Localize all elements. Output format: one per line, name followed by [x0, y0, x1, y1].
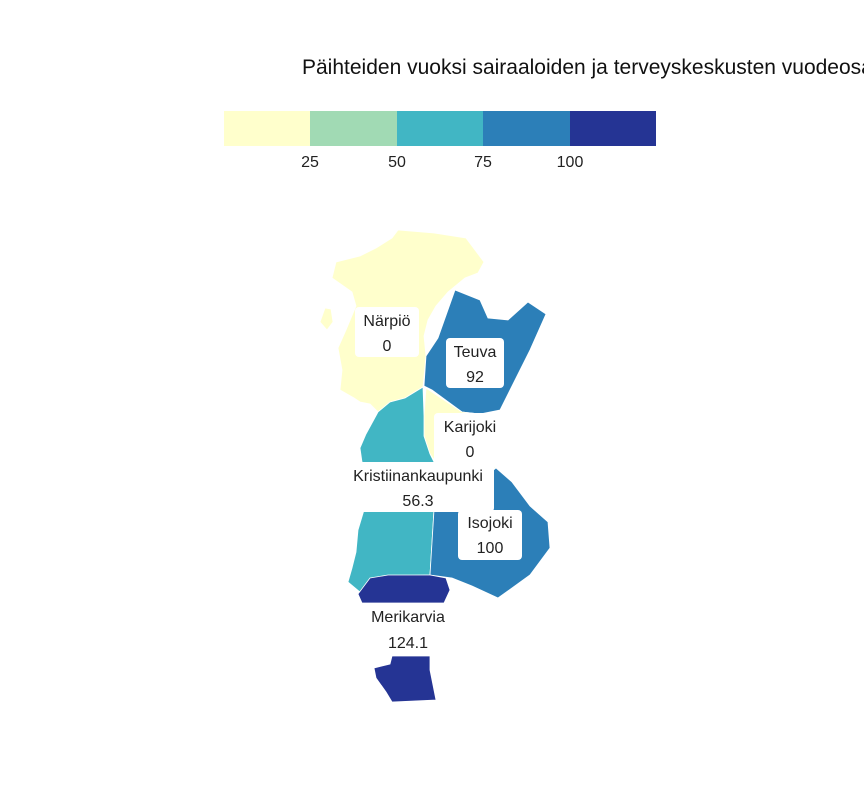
legend-tick-50: 50 [388, 154, 406, 171]
label-value-isojoki: 100 [477, 540, 504, 557]
label-value-karijoki: 0 [466, 444, 475, 461]
label-value-teuva: 92 [466, 369, 484, 386]
region-merikarvia[interactable] [357, 574, 451, 604]
legend-swatch-1 [224, 111, 311, 146]
label-value-merikarvia: 124.1 [388, 635, 428, 652]
legend-tick-25: 25 [301, 154, 319, 171]
legend-swatch-3 [396, 111, 484, 146]
label-box-narpio [355, 307, 419, 357]
label-name-isojoki: Isojoki [467, 515, 512, 532]
label-name-teuva: Teuva [454, 344, 497, 361]
region-narpio-island[interactable] [319, 307, 334, 331]
label-name-narpio: Närpiö [363, 313, 410, 330]
legend-swatch-4 [483, 111, 570, 146]
label-box-karijoki [434, 413, 506, 463]
label-name-kristiinankaupunki: Kristiinankaupunki [353, 468, 483, 485]
label-value-narpio: 0 [383, 338, 392, 355]
label-box-kristiinankaupunki [342, 462, 494, 512]
label-name-merikarvia: Merikarvia [371, 609, 445, 626]
legend-tick-75: 75 [474, 154, 492, 171]
region-merikarvia-south[interactable] [373, 655, 437, 703]
label-box-merikarvia [360, 604, 456, 656]
label-box-isojoki [458, 510, 522, 560]
map-title: Päihteiden vuoksi sairaaloiden ja tervey… [302, 56, 864, 79]
legend-swatch-5 [569, 111, 657, 146]
label-value-kristiinankaupunki: 56.3 [402, 493, 433, 510]
legend-swatch-2 [310, 111, 397, 146]
label-box-teuva [446, 338, 504, 388]
color-legend [224, 111, 657, 146]
legend-tick-100: 100 [556, 154, 584, 171]
label-name-karijoki: Karijoki [444, 419, 496, 436]
